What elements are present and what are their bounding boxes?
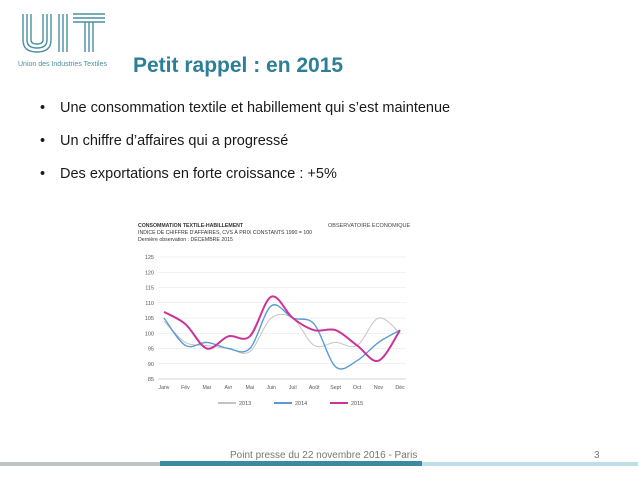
data-point-2014 [228,348,229,349]
data-point-2013 [163,320,164,321]
logo-subtitle: Union des Industries Textiles [18,61,107,68]
data-point-2014 [249,348,250,349]
series-line-2014 [163,304,401,370]
chart-title: CONSOMMATION TEXTILE-HABILLEMENT [138,223,244,229]
y-tick-label: 115 [145,286,154,292]
x-tick-label: Sept [330,385,341,391]
data-point-2014 [185,345,186,346]
data-point-2015 [185,324,186,325]
footer-text: Point presse du 22 novembre 2016 - Paris [230,450,418,461]
x-tick-label: Juil [289,385,297,391]
data-point-2014 [314,324,315,325]
data-point-2013 [185,342,186,343]
line-chart-plot: 85 90 95 100 105 110 115 120 125 Janv Fév Mar Avr Mai… [145,255,406,407]
y-tick-label: 85 [148,377,154,383]
bullet-item: • Une consommation textile et habillement… [40,98,450,131]
bullet-marker: • [40,100,46,116]
bullet-marker: • [40,133,46,149]
uit-logo: Union des Industries Textiles [15,10,110,72]
data-point-2015 [206,348,207,349]
data-point-2015 [228,336,229,337]
data-point-2014 [271,305,272,306]
y-tick-label: 95 [148,347,154,353]
data-point-2014 [378,342,379,343]
data-point-2015 [399,330,400,331]
x-tick-label: Fév [181,385,190,391]
data-point-2013 [271,317,272,318]
footer-bar-light [422,462,638,466]
slide-title: Petit rappel : en 2015 [133,54,344,77]
y-tick-label: 105 [145,316,154,322]
data-point-2015 [314,330,315,331]
data-point-2015 [378,360,379,361]
data-point-2014 [356,360,357,361]
data-point-2015 [249,336,250,337]
data-point-2013 [399,333,400,334]
data-point-2014 [206,342,207,343]
footer-bar-teal [160,461,422,466]
chart-subtitle: INDICE DE CHIFFRE D'AFFAIRES, CVS À PRIX… [138,230,312,236]
x-tick-label: Juin [267,385,277,391]
bullet-item: • Des exportations en forte croissance : … [40,164,450,197]
chart-header: CONSOMMATION TEXTILE-HABILLEMENT INDICE … [138,223,312,244]
data-point-2015 [292,317,293,318]
y-tick-label: 110 [145,301,154,307]
x-tick-label: Oct [353,385,362,391]
uit-logo-mark [22,13,105,53]
legend-label-2014: 2014 [295,401,307,407]
page-number: 3 [594,450,600,461]
footer-bar-grey [0,462,160,466]
bullet-list: • Une consommation textile et habillement… [40,98,450,197]
bullet-marker: • [40,166,46,182]
consumption-chart: CONSOMMATION TEXTILE-HABILLEMENT INDICE … [130,215,430,415]
x-tick-label: Mar [202,385,211,391]
data-point-2013 [249,351,250,352]
y-tick-label: 125 [145,255,154,261]
bullet-text: Des exportations en forte croissance : +… [60,166,337,182]
bullet-text: Une consommation textile et habillement … [60,100,451,116]
chart-last-observation: Dernière observation : DÉCEMBRE 2015 [138,237,233,243]
data-point-2015 [271,296,272,297]
data-point-2014 [163,317,164,318]
series-line-2013 [163,313,401,354]
data-point-2013 [335,342,336,343]
x-tick-label: Avr [225,385,233,391]
y-tick-label: 90 [148,362,154,368]
x-tick-label: Mai [246,385,254,391]
legend-label-2013: 2013 [239,401,251,407]
legend-label-2015: 2015 [351,401,363,407]
x-tick-label: Nov [374,385,384,391]
x-tick-label: Août [309,385,320,391]
data-point-2013 [314,345,315,346]
data-point-2015 [163,311,164,312]
bullet-text: Un chiffre d’affaires qui a progressé [60,133,289,149]
series-line-2015 [163,295,401,362]
data-point-2013 [206,345,207,346]
bullet-item: • Un chiffre d’affaires qui a progressé [40,131,450,164]
data-point-2014 [335,366,336,367]
x-tick-label: Déc [395,385,405,391]
data-point-2015 [335,330,336,331]
data-point-2013 [378,317,379,318]
x-tick-label: Janv [159,385,170,391]
chart-source-label: OBSERVATOIRE ECONOMIQUE [328,223,411,229]
data-point-2015 [356,345,357,346]
y-tick-label: 100 [145,331,154,337]
y-tick-label: 120 [145,270,154,276]
